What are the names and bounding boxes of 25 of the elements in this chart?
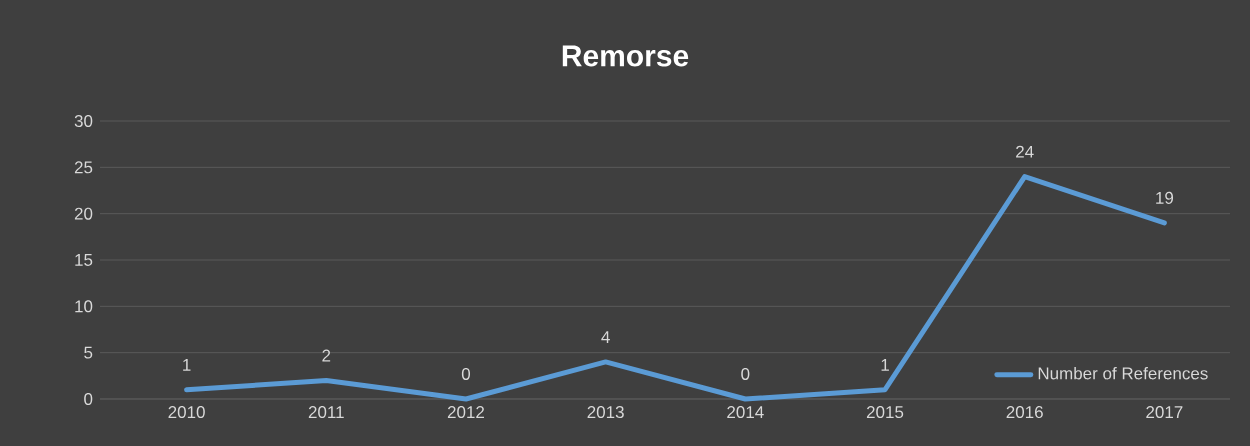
x-tick-label: 2014 [727,406,764,419]
data-label: 24 [1016,145,1034,158]
y-tick-label: 5 [84,346,93,359]
y-tick-label: 15 [75,254,93,266]
data-label: 0 [461,367,471,380]
x-tick-label: 2012 [447,406,485,419]
x-tick-label: 2016 [1006,406,1043,419]
x-tick-label: 2011 [308,406,344,419]
data-label: 2 [322,349,331,362]
y-tick-label: 25 [74,161,93,174]
y-tick-label: 0 [84,392,93,406]
x-tick-label: 2013 [587,406,624,419]
y-tick-label: 30 [74,114,93,128]
chart-title: Remorse [562,45,689,67]
data-label: 4 [601,331,610,343]
data-label: 0 [741,367,750,380]
data-label: 19 [1156,191,1174,204]
x-tick-label: 2017 [1146,406,1183,419]
y-tick-label: 20 [74,207,93,220]
x-tick-label: 2015 [866,406,904,419]
x-tick-label: 2010 [168,406,205,419]
legend-label: Number of References [1038,366,1208,380]
data-label: 1 [183,359,191,371]
data-label: 1 [881,359,889,371]
y-tick-label: 10 [75,300,93,313]
